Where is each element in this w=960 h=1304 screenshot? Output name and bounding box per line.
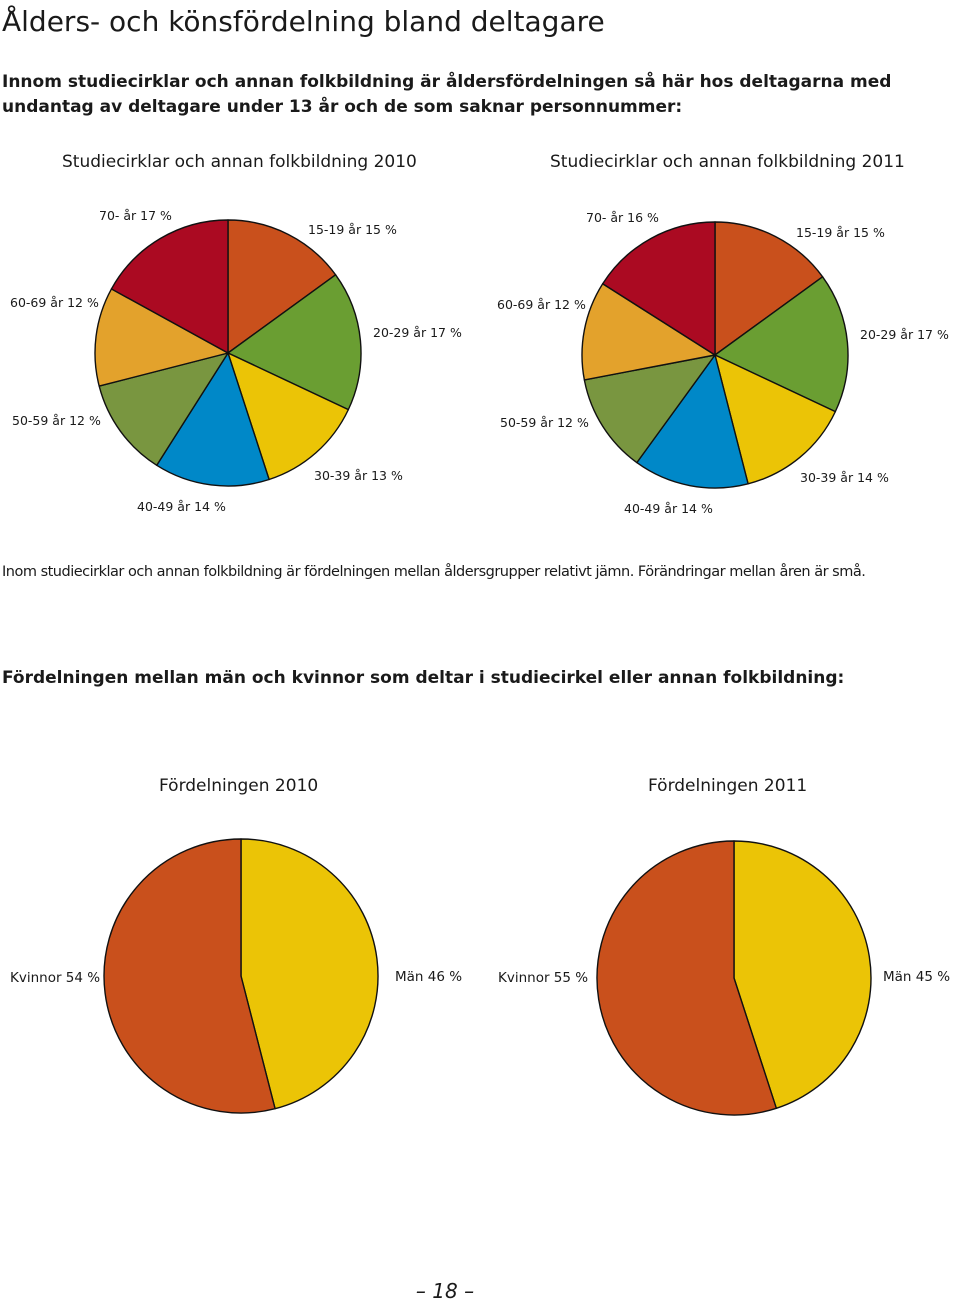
pie-slice	[583, 354, 716, 464]
pie-slice	[636, 354, 749, 489]
slice-label: 30-39 år 13 %	[314, 468, 403, 483]
pie-slice	[714, 354, 837, 485]
pie-chart-age-2011	[581, 221, 849, 489]
pie-slice	[156, 352, 270, 487]
page-number: – 18 –	[415, 1279, 475, 1303]
slice-label: 60-69 år 12 %	[10, 295, 99, 310]
slice-label: Män 45 %	[883, 969, 951, 985]
pie-slice	[227, 352, 350, 481]
pie-chart-gender-2010	[103, 838, 379, 1114]
slice-label: 50-59 år 12 %	[12, 413, 101, 428]
pie-slice	[240, 838, 379, 1110]
pie-slice	[227, 219, 337, 354]
pie-slice	[733, 840, 872, 1109]
pie-slice	[227, 274, 362, 411]
pie-chart-age-2010	[94, 219, 362, 487]
slice-label: 15-19 år 15 %	[796, 225, 885, 240]
slice-label: 40-49 år 14 %	[624, 501, 713, 516]
chart-title-gender-2010: Fördelningen 2010	[159, 776, 319, 796]
slice-label: Män 46 %	[395, 969, 463, 985]
pie-slice	[98, 352, 229, 466]
chart-title-gender-2011: Fördelningen 2011	[648, 776, 808, 796]
slice-label: 60-69 år 12 %	[497, 297, 586, 312]
intro-text: Innom studiecirklar och annan folkbildni…	[2, 72, 892, 117]
page-title: Ålders- och könsfördelning bland deltaga…	[2, 5, 605, 38]
caption-text: Inom studiecirklar och annan folkbildnin…	[2, 564, 866, 580]
pie-chart-gender-2011	[596, 840, 872, 1116]
slice-label: 15-19 år 15 %	[308, 222, 397, 237]
pie-slice	[103, 838, 276, 1114]
pie-slice	[596, 840, 778, 1116]
pie-slice	[602, 221, 716, 356]
slice-label: 70- år 16 %	[586, 210, 659, 225]
slice-label: 20-29 år 17 %	[860, 327, 949, 342]
pie-slice	[110, 219, 229, 354]
slice-label: 50-59 år 12 %	[500, 415, 589, 430]
slice-label: 30-39 år 14 %	[800, 470, 889, 485]
pie-slice	[94, 288, 229, 387]
slice-label: 20-29 år 17 %	[373, 325, 462, 340]
chart-title-age-2011: Studiecirklar och annan folkbildning 201…	[550, 152, 905, 172]
section-title: Fördelningen mellan män och kvinnor som …	[2, 668, 845, 688]
pie-slice	[714, 276, 849, 413]
chart-title-age-2010: Studiecirklar och annan folkbildning 201…	[62, 152, 417, 172]
pie-slice	[714, 221, 824, 356]
pie-slice	[581, 283, 716, 381]
slice-label: Kvinnor 54 %	[10, 970, 101, 986]
slice-label: 70- år 17 %	[99, 208, 172, 223]
slice-label: Kvinnor 55 %	[498, 970, 589, 986]
slice-label: 40-49 år 14 %	[137, 499, 226, 514]
